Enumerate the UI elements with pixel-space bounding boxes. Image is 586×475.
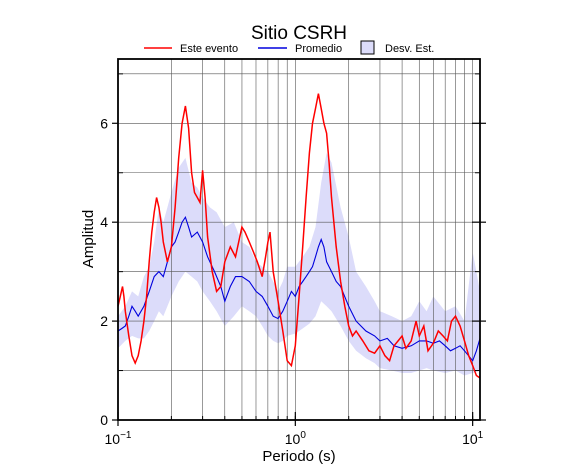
plot-area	[112, 58, 486, 426]
x-axis-label: Periodo (s)	[262, 448, 335, 465]
legend: Este evento Promedio Desv. Est.	[144, 40, 434, 55]
chart-title: Sitio CSRH	[251, 23, 347, 44]
y-tick-label: 6	[100, 115, 108, 131]
y-tick-label: 2	[100, 313, 108, 329]
x-tick-label: 10−1	[105, 430, 132, 447]
y-tick-label: 0	[100, 412, 108, 428]
x-tick-label: 100	[285, 430, 307, 447]
y-tick-label: 4	[100, 214, 108, 230]
legend-std-label: Desv. Est.	[385, 43, 434, 55]
x-axis: 10−1 100 101	[105, 430, 484, 447]
legend-event-label: Este evento	[180, 43, 238, 55]
series-event-line	[117, 93, 481, 379]
x-tick-label: 101	[462, 430, 484, 447]
std-band	[118, 153, 480, 376]
legend-mean-label: Promedio	[295, 43, 342, 55]
y-axis-label: Amplitud	[80, 210, 97, 268]
plot-frame	[117, 58, 481, 421]
legend-std-swatch	[360, 40, 375, 55]
y-axis: 0 2 4 6	[100, 115, 108, 428]
